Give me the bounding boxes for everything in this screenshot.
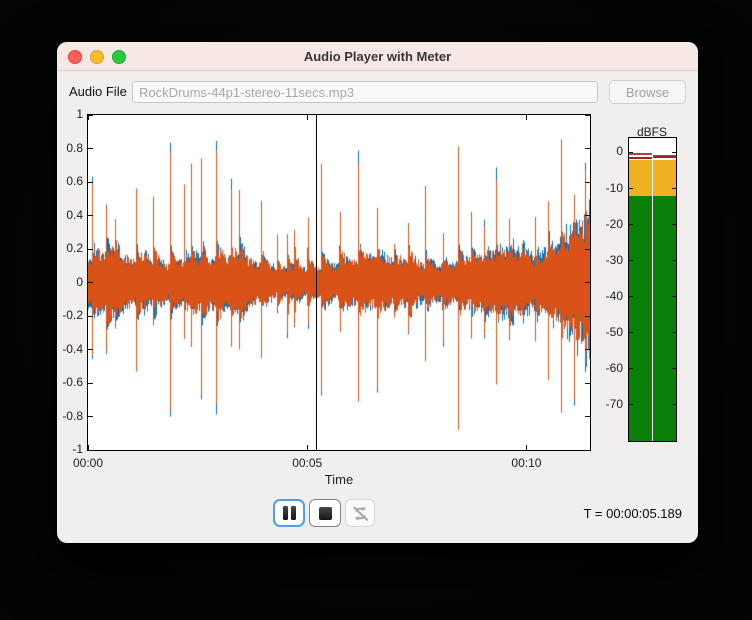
meter-tick-mark	[672, 296, 676, 297]
meter-peak-line	[629, 153, 652, 155]
app-window: Audio Player with Meter Audio File Brows…	[57, 42, 698, 543]
y-tick-label: -1	[57, 442, 83, 456]
x-tick-mark	[526, 115, 527, 120]
meter-tick-label: -10	[585, 181, 623, 195]
time-readout: T = 00:00:05.189	[512, 506, 682, 521]
x-tick-mark	[307, 115, 308, 120]
loop-off-button[interactable]	[345, 499, 375, 527]
y-tick-mark	[88, 182, 93, 183]
y-tick-mark	[88, 215, 93, 216]
waveform-plot[interactable]	[87, 114, 591, 451]
y-tick-mark	[585, 316, 590, 317]
y-tick-mark	[585, 282, 590, 283]
y-tick-label: 0.4	[57, 208, 83, 222]
y-tick-mark	[88, 115, 93, 116]
meter-tick-mark	[629, 404, 633, 405]
y-tick-mark	[585, 249, 590, 250]
y-tick-mark	[585, 450, 590, 451]
meter-tick-mark	[672, 224, 676, 225]
meter-channel-separator	[652, 138, 653, 441]
meter-yellow-segment	[653, 160, 676, 196]
meter-tick-mark	[629, 188, 633, 189]
y-tick-mark	[88, 148, 93, 149]
loop-off-icon	[351, 504, 370, 523]
y-tick-mark	[88, 249, 93, 250]
window-title: Audio Player with Meter	[57, 49, 698, 64]
level-meter	[628, 137, 677, 442]
meter-tick-mark	[672, 368, 676, 369]
pause-icon	[283, 506, 288, 520]
y-tick-label: -0.4	[57, 342, 83, 356]
meter-tick-mark	[629, 332, 633, 333]
y-tick-label: 0.2	[57, 241, 83, 255]
pause-button[interactable]	[273, 499, 305, 527]
meter-peak-line	[653, 156, 676, 158]
stop-button[interactable]	[309, 499, 341, 527]
meter-tick-mark	[629, 224, 633, 225]
audio-file-input[interactable]	[132, 81, 598, 103]
meter-tick-mark	[672, 260, 676, 261]
x-tick-label: 00:05	[277, 456, 337, 470]
meter-tick-label: -40	[585, 289, 623, 303]
meter-tick-mark	[672, 332, 676, 333]
meter-tick-mark	[629, 296, 633, 297]
meter-tick-label: -20	[585, 217, 623, 231]
meter-tick-label: -70	[585, 397, 623, 411]
meter-tick-mark	[672, 404, 676, 405]
y-tick-label: -0.8	[57, 409, 83, 423]
x-tick-mark	[88, 115, 89, 120]
browse-button[interactable]: Browse	[609, 80, 686, 104]
meter-tick-mark	[629, 260, 633, 261]
titlebar[interactable]: Audio Player with Meter	[57, 42, 698, 71]
y-tick-mark	[585, 416, 590, 417]
y-tick-mark	[88, 450, 93, 451]
y-tick-label: -0.6	[57, 375, 83, 389]
waveform-canvas[interactable]	[88, 115, 590, 450]
y-tick-mark	[88, 383, 93, 384]
x-tick-label: 00:10	[496, 456, 556, 470]
y-tick-mark	[585, 115, 590, 116]
meter-tick-mark	[629, 368, 633, 369]
meter-tick-label: -60	[585, 361, 623, 375]
y-tick-mark	[585, 383, 590, 384]
x-tick-mark	[307, 445, 308, 450]
time-axis-label: Time	[289, 472, 389, 487]
meter-tick-label: -50	[585, 325, 623, 339]
y-tick-label: 0	[57, 275, 83, 289]
y-tick-mark	[88, 416, 93, 417]
meter-tick-mark	[672, 188, 676, 189]
x-tick-mark	[88, 445, 89, 450]
meter-tick-label: -30	[585, 253, 623, 267]
y-tick-mark	[88, 282, 93, 283]
y-tick-mark	[585, 349, 590, 350]
y-tick-label: 0.6	[57, 174, 83, 188]
meter-tick-label: 0	[585, 144, 623, 158]
y-tick-mark	[88, 349, 93, 350]
y-tick-mark	[88, 316, 93, 317]
y-tick-label: -0.2	[57, 308, 83, 322]
meter-yellow-segment	[629, 160, 652, 195]
x-tick-label: 00:00	[58, 456, 118, 470]
audio-file-label: Audio File	[69, 81, 127, 103]
stop-icon	[319, 507, 332, 520]
playback-cursor[interactable]	[316, 115, 317, 450]
y-tick-label: 0.8	[57, 141, 83, 155]
meter-peak-line	[629, 157, 652, 159]
meter-tick-mark	[629, 152, 633, 153]
y-tick-label: 1	[57, 107, 83, 121]
meter-tick-mark	[672, 152, 676, 153]
x-tick-mark	[526, 445, 527, 450]
